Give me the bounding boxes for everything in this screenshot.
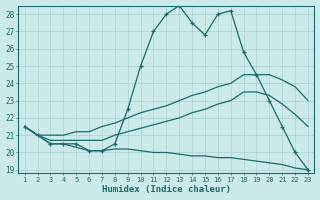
- X-axis label: Humidex (Indice chaleur): Humidex (Indice chaleur): [102, 185, 231, 194]
